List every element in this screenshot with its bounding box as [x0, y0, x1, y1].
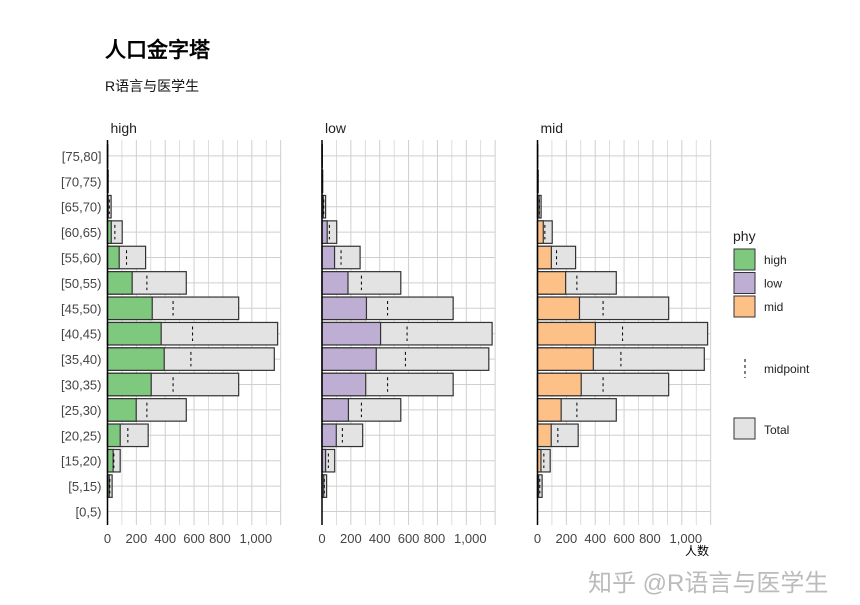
panel-high: high 0 200 400 600 800 1,000 [0,5) [5,15) [15,20)… [61, 120, 281, 546]
legend-key-total [734, 418, 755, 439]
y-tick-label: [55,60) [61, 251, 101, 266]
legend-label-total: Total [764, 423, 789, 437]
y-tick-label: [0,5) [75, 505, 101, 520]
bar-low [322, 348, 376, 371]
bar-high [108, 272, 133, 295]
legend-title: phy [733, 228, 756, 244]
bar-high [108, 348, 165, 371]
x-tick-label: 1,000 [454, 531, 487, 546]
y-tick-label: [35,40) [61, 352, 101, 367]
x-tick-label: 400 [369, 531, 391, 546]
y-tick-label: [15,20) [61, 454, 101, 469]
bar-high [108, 322, 162, 345]
y-tick-label: [30,35) [61, 378, 101, 393]
y-tick-label: [20,25) [61, 428, 101, 443]
x-tick-label: 200 [126, 531, 148, 546]
bar-high [108, 297, 153, 320]
legend-label-midpoint: midpoint [764, 362, 810, 376]
bar-mid [538, 246, 552, 269]
x-axis-label: 人数 [685, 543, 709, 558]
legend-key-mid [734, 296, 755, 317]
bar-mid [538, 348, 594, 371]
y-tick-label: [40,45) [61, 327, 101, 342]
panel-low: low 0 200 400 600 800 1,000 [318, 120, 495, 546]
bar-low [322, 246, 335, 269]
chart-title: 人口金字塔 [105, 37, 211, 62]
y-tick-label: [50,55) [61, 276, 101, 291]
y-tick-label: [5,15) [68, 479, 101, 494]
watermark: 知乎 @R语言与医学生 [588, 570, 828, 597]
bar-mid [538, 399, 562, 422]
bar-high [108, 424, 121, 447]
x-tick-label: 800 [639, 531, 661, 546]
x-tick-label: 400 [584, 531, 606, 546]
bar-low [322, 272, 348, 295]
y-tick-label: [25,30) [61, 403, 101, 418]
bar-mid [538, 221, 544, 244]
bar-low [322, 221, 327, 244]
y-tick-label: [70,75) [61, 174, 101, 189]
x-tick-label: 200 [340, 531, 362, 546]
bar-mid [538, 424, 552, 447]
x-tick-label: 1,000 [240, 531, 273, 546]
bar-low [322, 399, 348, 422]
y-tick-label: [45,50) [61, 301, 101, 316]
legend-label-low: low [764, 277, 782, 291]
bar-high [108, 246, 120, 269]
bar-low [322, 322, 381, 345]
y-tick-label: [60,65) [61, 225, 101, 240]
chart-subtitle: R语言与医学生 [105, 78, 199, 94]
panel-title: mid [541, 120, 564, 136]
legend-key-high [734, 249, 755, 270]
x-tick-label: 0 [318, 531, 325, 546]
bar-mid [538, 322, 596, 345]
x-tick-label: 0 [104, 531, 111, 546]
bar-high [108, 449, 114, 472]
bar-low [322, 297, 366, 320]
bar-mid [538, 297, 580, 320]
x-tick-label: 0 [534, 531, 541, 546]
bar-high [108, 399, 137, 422]
x-tick-label: 600 [613, 531, 635, 546]
y-tick-label: [65,70) [61, 200, 101, 215]
panel-title: low [325, 120, 347, 136]
bar-low [322, 424, 336, 447]
panel-title: high [111, 120, 137, 136]
bar-mid [538, 272, 566, 295]
x-tick-label: 800 [209, 531, 231, 546]
legend-label-high: high [764, 253, 787, 267]
x-tick-label: 200 [556, 531, 578, 546]
x-tick-label: 600 [398, 531, 420, 546]
bar-high [108, 373, 152, 396]
x-tick-label: 800 [424, 531, 446, 546]
bar-mid [538, 373, 582, 396]
legend-key-low [734, 273, 755, 294]
legend-label-mid: mid [764, 300, 783, 314]
x-tick-label: 400 [154, 531, 176, 546]
x-tick-label: 600 [183, 531, 205, 546]
bar-low [322, 373, 366, 396]
y-tick-label: [75,80] [62, 149, 102, 164]
